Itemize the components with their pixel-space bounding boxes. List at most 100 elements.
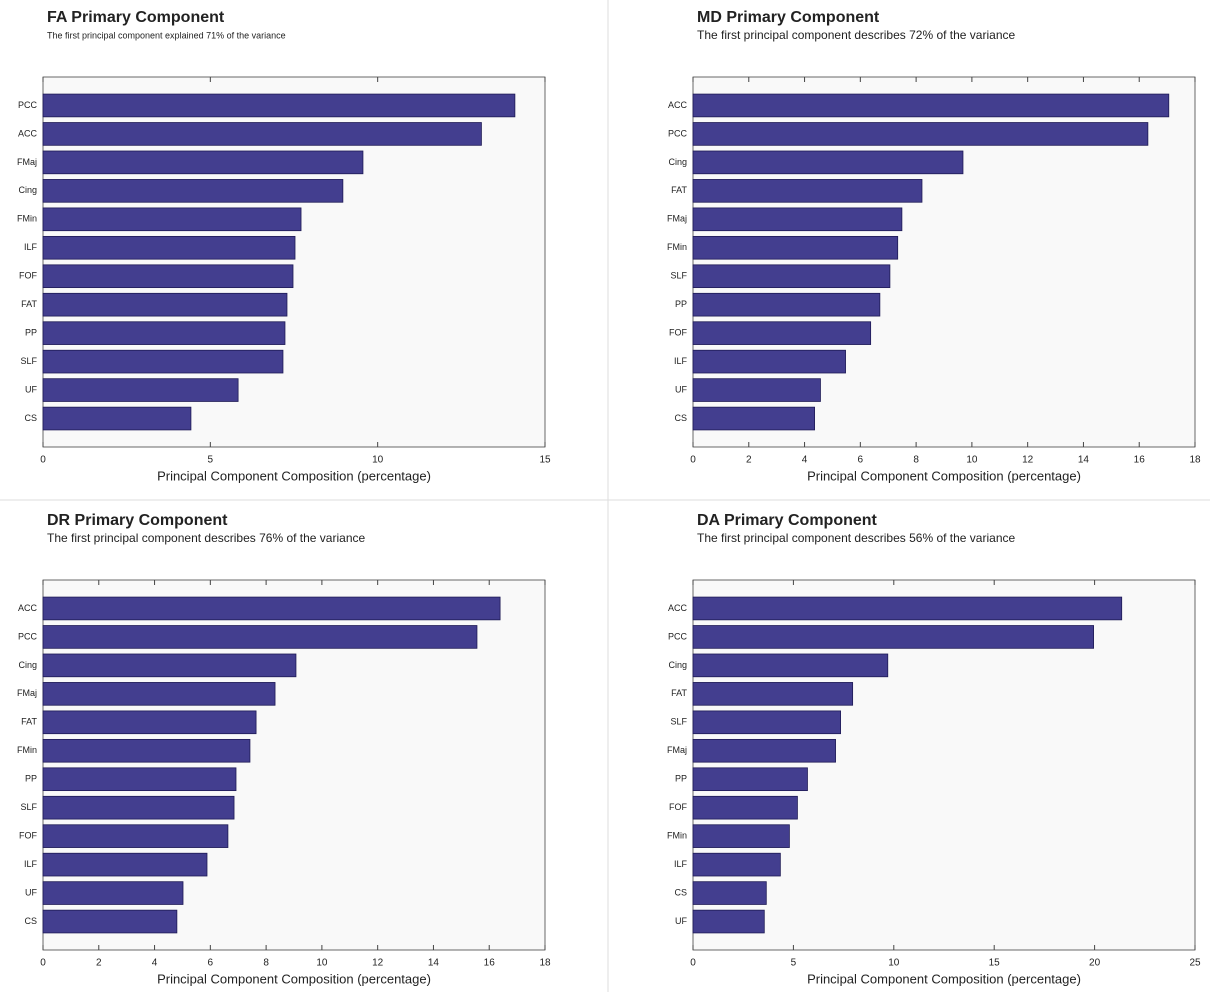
- y-tick-label: CS: [24, 413, 37, 423]
- bar: [692, 852, 781, 877]
- y-tick-label: Cing: [668, 157, 687, 167]
- bar: [42, 710, 257, 735]
- x-tick-label: 6: [208, 958, 214, 969]
- y-tick-label: FAT: [671, 688, 687, 698]
- x-tick-label: 16: [484, 958, 496, 969]
- bar: [42, 682, 276, 706]
- y-tick-label: CS: [674, 887, 687, 897]
- y-tick-label: UF: [25, 887, 37, 897]
- bar: [692, 596, 1123, 621]
- x-tick-label: 2: [96, 958, 102, 969]
- bar: [692, 710, 841, 735]
- chart-subtitle: The first principal component describes …: [697, 531, 1015, 545]
- y-tick-label: CS: [24, 916, 37, 926]
- y-tick-label: FAT: [21, 717, 37, 727]
- y-tick-label: UF: [675, 384, 687, 394]
- bar: [42, 653, 297, 678]
- x-tick-label: 20: [1089, 958, 1101, 969]
- bar: [692, 122, 1149, 146]
- y-tick-label: ILF: [674, 356, 688, 366]
- y-tick-label: FMin: [17, 214, 37, 224]
- y-tick-label: UF: [25, 384, 37, 394]
- bar: [692, 264, 891, 289]
- x-tick-label: 14: [428, 958, 440, 969]
- x-tick-label: 4: [152, 958, 158, 969]
- y-tick-label: PP: [675, 774, 687, 784]
- x-axis-label: Principal Component Composition (percent…: [157, 971, 431, 986]
- bar: [42, 264, 294, 289]
- bar: [42, 292, 288, 317]
- x-tick-label: 12: [1022, 455, 1034, 466]
- y-tick-label: FMaj: [667, 214, 687, 224]
- y-tick-label: Cing: [18, 660, 37, 670]
- bar: [692, 682, 854, 706]
- x-axis-label: Principal Component Composition (percent…: [807, 468, 1081, 483]
- bar: [42, 738, 251, 763]
- bar: [692, 292, 881, 317]
- y-tick-label: FMin: [667, 242, 687, 252]
- y-tick-label: FAT: [21, 299, 37, 309]
- bar: [42, 824, 229, 848]
- bar: [692, 625, 1094, 649]
- bar: [692, 349, 846, 374]
- bar: [42, 207, 302, 232]
- x-tick-label: 10: [888, 958, 900, 969]
- x-tick-label: 18: [539, 958, 551, 969]
- y-tick-label: FOF: [19, 271, 37, 281]
- chart-title: MD Primary Component: [697, 9, 880, 26]
- bar: [42, 767, 237, 792]
- y-tick-label: UF: [675, 916, 687, 926]
- bar: [692, 378, 821, 402]
- bar: [42, 93, 516, 118]
- y-tick-label: FOF: [19, 831, 37, 841]
- bar: [42, 909, 178, 934]
- bar: [692, 824, 790, 848]
- bar: [42, 852, 208, 877]
- y-tick-label: Cing: [668, 660, 687, 670]
- bar: [42, 625, 478, 649]
- x-tick-label: 6: [858, 455, 864, 466]
- y-tick-label: CS: [674, 413, 687, 423]
- bar: [42, 235, 296, 260]
- chart-subtitle: The first principal component describes …: [47, 531, 365, 545]
- chart-title: DA Primary Component: [697, 512, 878, 529]
- x-tick-label: 10: [966, 455, 978, 466]
- y-tick-label: PP: [25, 328, 37, 338]
- x-tick-label: 10: [372, 455, 384, 466]
- y-tick-label: FMin: [17, 745, 37, 755]
- y-tick-label: ACC: [18, 128, 38, 138]
- y-tick-label: ILF: [674, 859, 688, 869]
- x-tick-label: 4: [802, 455, 808, 466]
- y-tick-label: ACC: [18, 603, 38, 613]
- y-tick-label: FOF: [669, 802, 687, 812]
- y-tick-label: FMaj: [17, 688, 37, 698]
- y-tick-label: FAT: [671, 185, 687, 195]
- bar: [42, 881, 184, 905]
- bar: [42, 406, 192, 431]
- x-tick-label: 5: [791, 958, 797, 969]
- bar: [692, 207, 903, 232]
- y-tick-label: ACC: [668, 100, 688, 110]
- bar: [42, 596, 501, 621]
- y-tick-label: SLF: [670, 271, 687, 281]
- y-tick-label: PP: [675, 299, 687, 309]
- x-tick-label: 15: [539, 455, 551, 466]
- y-tick-label: PCC: [18, 100, 38, 110]
- bar: [42, 321, 286, 345]
- x-tick-label: 5: [208, 455, 214, 466]
- bar: [42, 150, 364, 175]
- bar: [42, 378, 239, 402]
- x-tick-label: 0: [40, 455, 46, 466]
- bar: [42, 349, 284, 374]
- bar: [692, 738, 836, 763]
- x-tick-label: 16: [1134, 455, 1146, 466]
- chart-subtitle: The first principal component explained …: [47, 30, 286, 40]
- x-tick-label: 0: [690, 958, 696, 969]
- bar: [692, 150, 964, 175]
- y-tick-label: PCC: [18, 631, 38, 641]
- y-tick-label: Cing: [18, 185, 37, 195]
- bar: [692, 653, 889, 678]
- bar: [692, 767, 808, 792]
- x-tick-label: 12: [372, 958, 384, 969]
